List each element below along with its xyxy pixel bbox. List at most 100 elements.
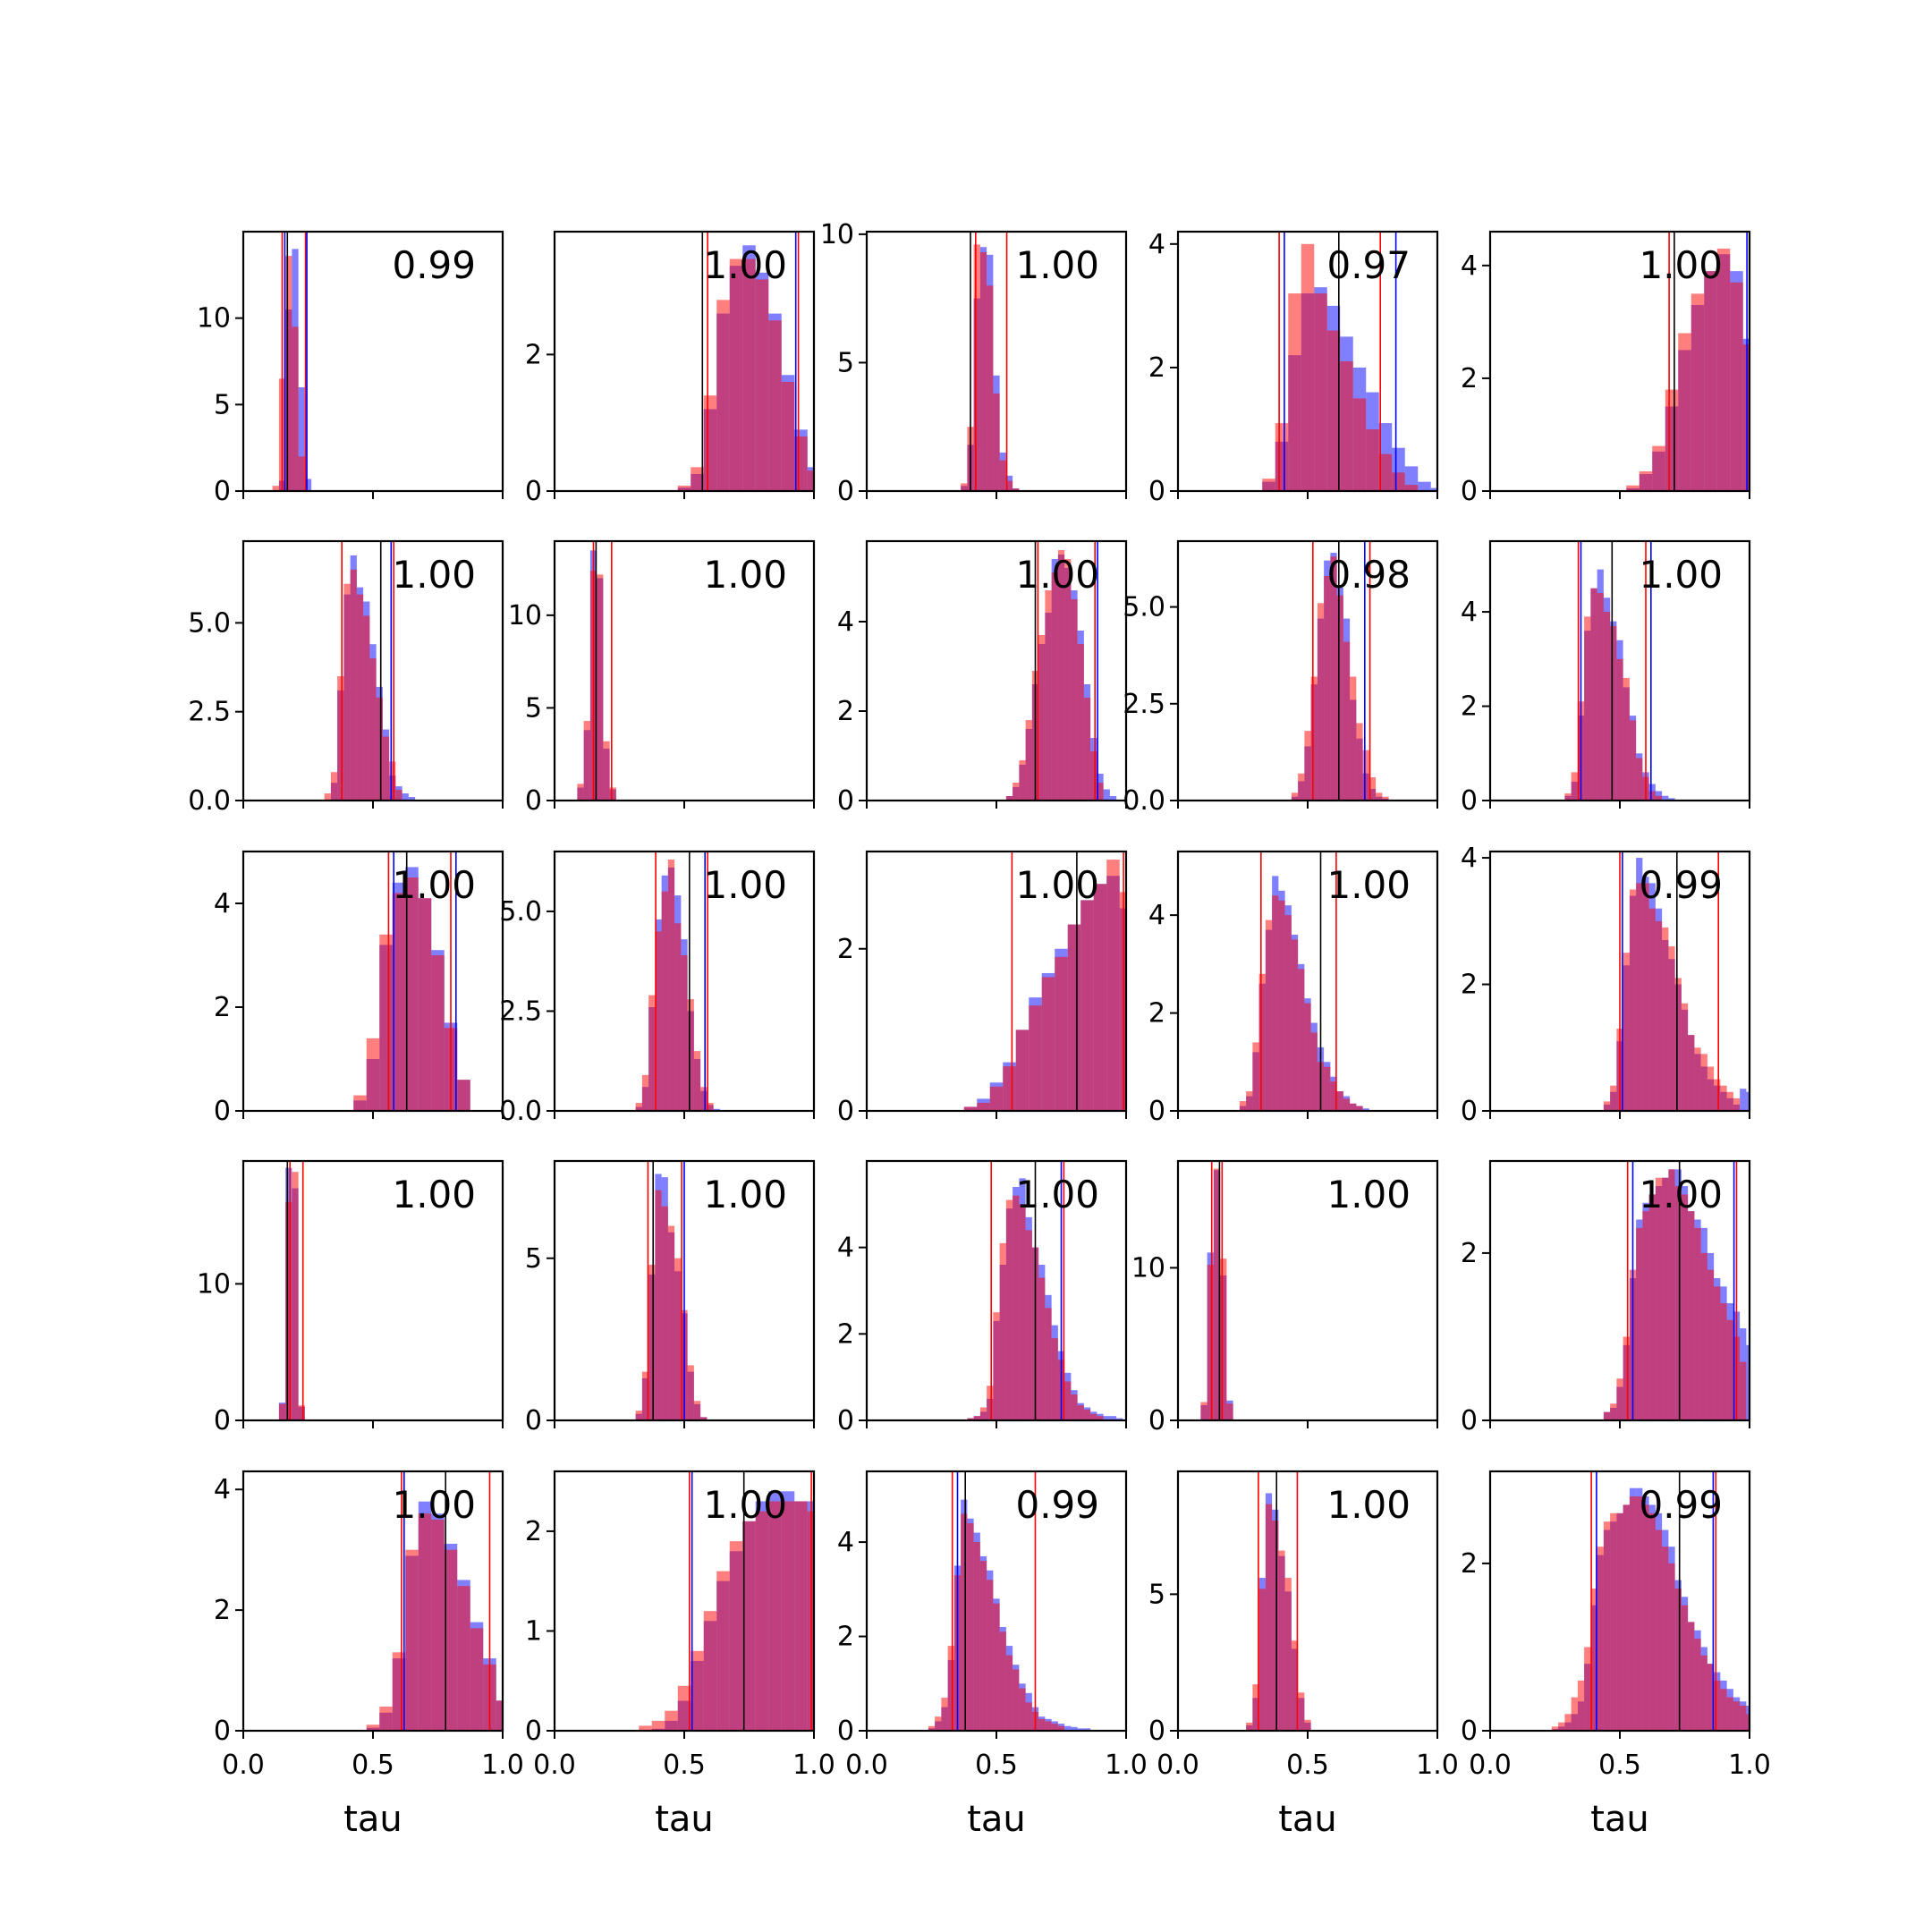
panel-stat-label: 1.00	[1015, 863, 1099, 907]
y-tick-label: 4	[214, 888, 231, 919]
histogram-bar-series1	[366, 1724, 380, 1731]
histogram-bar-series1	[1057, 550, 1065, 801]
histogram-bar-series1	[1005, 1199, 1013, 1420]
panel-r4-c1: 0 1 2 0.0 0.5 1.0 tau 1.00	[525, 1470, 835, 1840]
histogram-bar-series1	[674, 923, 682, 1111]
histogram-bar-series1	[1597, 593, 1604, 801]
histogram-bar-series1	[1623, 1504, 1630, 1731]
histogram-bar-series1	[1655, 1177, 1663, 1420]
histogram-bar-series0	[1109, 1416, 1117, 1420]
histogram-bar-series1	[1097, 1416, 1104, 1420]
histogram-bar-series0	[304, 479, 312, 491]
y-tick-label: 4	[837, 606, 854, 638]
histogram-bar-series1	[693, 1051, 701, 1111]
histogram-bar-series1	[597, 574, 604, 801]
histogram-bar-series1	[1304, 1003, 1311, 1111]
histogram-bar-series1	[1213, 1168, 1221, 1420]
histogram-bar-series1	[1278, 900, 1285, 1111]
y-tick-label: 4	[214, 1474, 231, 1505]
y-tick-label: 10	[1131, 1252, 1165, 1284]
y-tick-label: 5.0	[499, 896, 542, 928]
histogram-bar-series1	[1726, 1697, 1733, 1731]
histogram-bar-series1	[987, 1385, 994, 1420]
panel-r4-c4: 0 2 0.0 0.5 1.0 tau 0.99	[1461, 1470, 1771, 1840]
panel-r2-c0: 0 2 4 1.00	[214, 850, 504, 1127]
y-tick-label: 0	[1461, 1405, 1478, 1436]
y-tick-label: 0	[837, 476, 854, 507]
histogram-bar-series1	[1071, 599, 1078, 801]
histogram-bar-series1	[1636, 1227, 1643, 1420]
panel-stat-label: 1.00	[703, 1173, 787, 1216]
histogram-bar-series1	[1707, 1269, 1715, 1420]
y-tick-label: 0	[525, 785, 542, 817]
histogram-bar-series1	[431, 1519, 445, 1731]
histogram-bar-series1	[1324, 575, 1331, 801]
histogram-bar-series1	[292, 1172, 299, 1420]
panel-r3-c1: 051.00	[525, 1159, 816, 1436]
histogram-bar-series1	[470, 1628, 484, 1731]
histogram-bar-series1	[1392, 472, 1405, 491]
histogram-bar-series1	[674, 1258, 682, 1420]
histogram-bar-series1	[993, 1603, 1000, 1731]
histogram-bar-series1	[382, 736, 390, 801]
y-tick-label: 0	[837, 1405, 854, 1436]
histogram-bar-series1	[1252, 1042, 1259, 1111]
histogram-bar-series1	[1343, 1098, 1351, 1111]
y-tick-label: 0	[525, 1405, 542, 1436]
histogram-bar-series1	[1610, 1403, 1617, 1420]
histogram-bar-series1	[979, 1561, 987, 1731]
histogram-bar-series1	[655, 1190, 662, 1421]
histogram-bar-series1	[1298, 773, 1305, 801]
histogram-bar-series1	[987, 285, 994, 491]
x-tick-label: 0.5	[1598, 1750, 1641, 1781]
y-tick-label: 4	[837, 1233, 854, 1264]
histogram-bar-series1	[1097, 783, 1104, 801]
histogram-bar-series1	[1301, 243, 1315, 491]
histogram-bar-series1	[716, 1571, 730, 1731]
histogram-bar-series1	[343, 583, 351, 801]
histogram-bar-series1	[1681, 1605, 1689, 1731]
histogram-bar-series0	[1077, 1728, 1084, 1731]
histogram-bar-series1	[1636, 758, 1643, 801]
histogram-bar-series0	[1740, 1089, 1747, 1111]
histogram-bar-series1	[1648, 791, 1656, 801]
histogram-bar-series1	[1003, 1066, 1016, 1111]
histogram-bar-series1	[707, 1103, 714, 1111]
histogram-bar-series1	[1038, 1718, 1046, 1731]
x-tick-label: 0.0	[222, 1750, 265, 1781]
histogram-bar-series1	[1106, 860, 1120, 1111]
y-tick-label: 5	[1148, 1579, 1165, 1610]
histogram-bar-series1	[1571, 1697, 1578, 1731]
histogram-bar-series1	[961, 1513, 968, 1731]
histogram-bar-series1	[687, 1365, 694, 1421]
histogram-bar-series1	[577, 784, 584, 801]
histogram-bar-series0	[1116, 1418, 1123, 1420]
y-tick-label: 4	[1148, 900, 1165, 931]
histogram-bar-series1	[1005, 796, 1013, 801]
histogram-bar-series1	[1376, 792, 1383, 801]
y-tick-label: 5	[525, 692, 542, 724]
y-tick-label: 1	[525, 1615, 542, 1647]
histogram-bar-series1	[1610, 625, 1617, 801]
x-tick-label: 0.5	[975, 1750, 1018, 1781]
histogram-bar-series1	[700, 1087, 708, 1111]
histogram-bar-series1	[1025, 720, 1032, 801]
x-axis-label: tau	[1590, 1799, 1649, 1840]
histogram-bar-series1	[1694, 1227, 1701, 1420]
histogram-bar-series1	[1616, 1378, 1623, 1420]
histogram-bar-series1	[1005, 480, 1013, 491]
panel-stat-label: 1.00	[392, 553, 476, 597]
histogram-bar-series1	[392, 893, 406, 1111]
histogram-bar-series1	[693, 1401, 701, 1420]
histogram-bar-series1	[1603, 1521, 1611, 1731]
histogram-bar-series1	[1714, 1079, 1721, 1111]
histogram-bar-series1	[979, 1407, 987, 1420]
histogram-bar-series1	[1336, 595, 1343, 801]
histogram-bar-series1	[941, 1698, 948, 1731]
histogram-bar-series1	[1639, 470, 1653, 491]
panel-stat-label: 1.00	[703, 243, 787, 287]
histogram-bar-series0	[1362, 1108, 1369, 1111]
histogram-bar-series1	[1603, 1101, 1611, 1111]
x-axis-label: tau	[655, 1799, 714, 1840]
histogram-bar-series1	[1590, 1588, 1597, 1731]
